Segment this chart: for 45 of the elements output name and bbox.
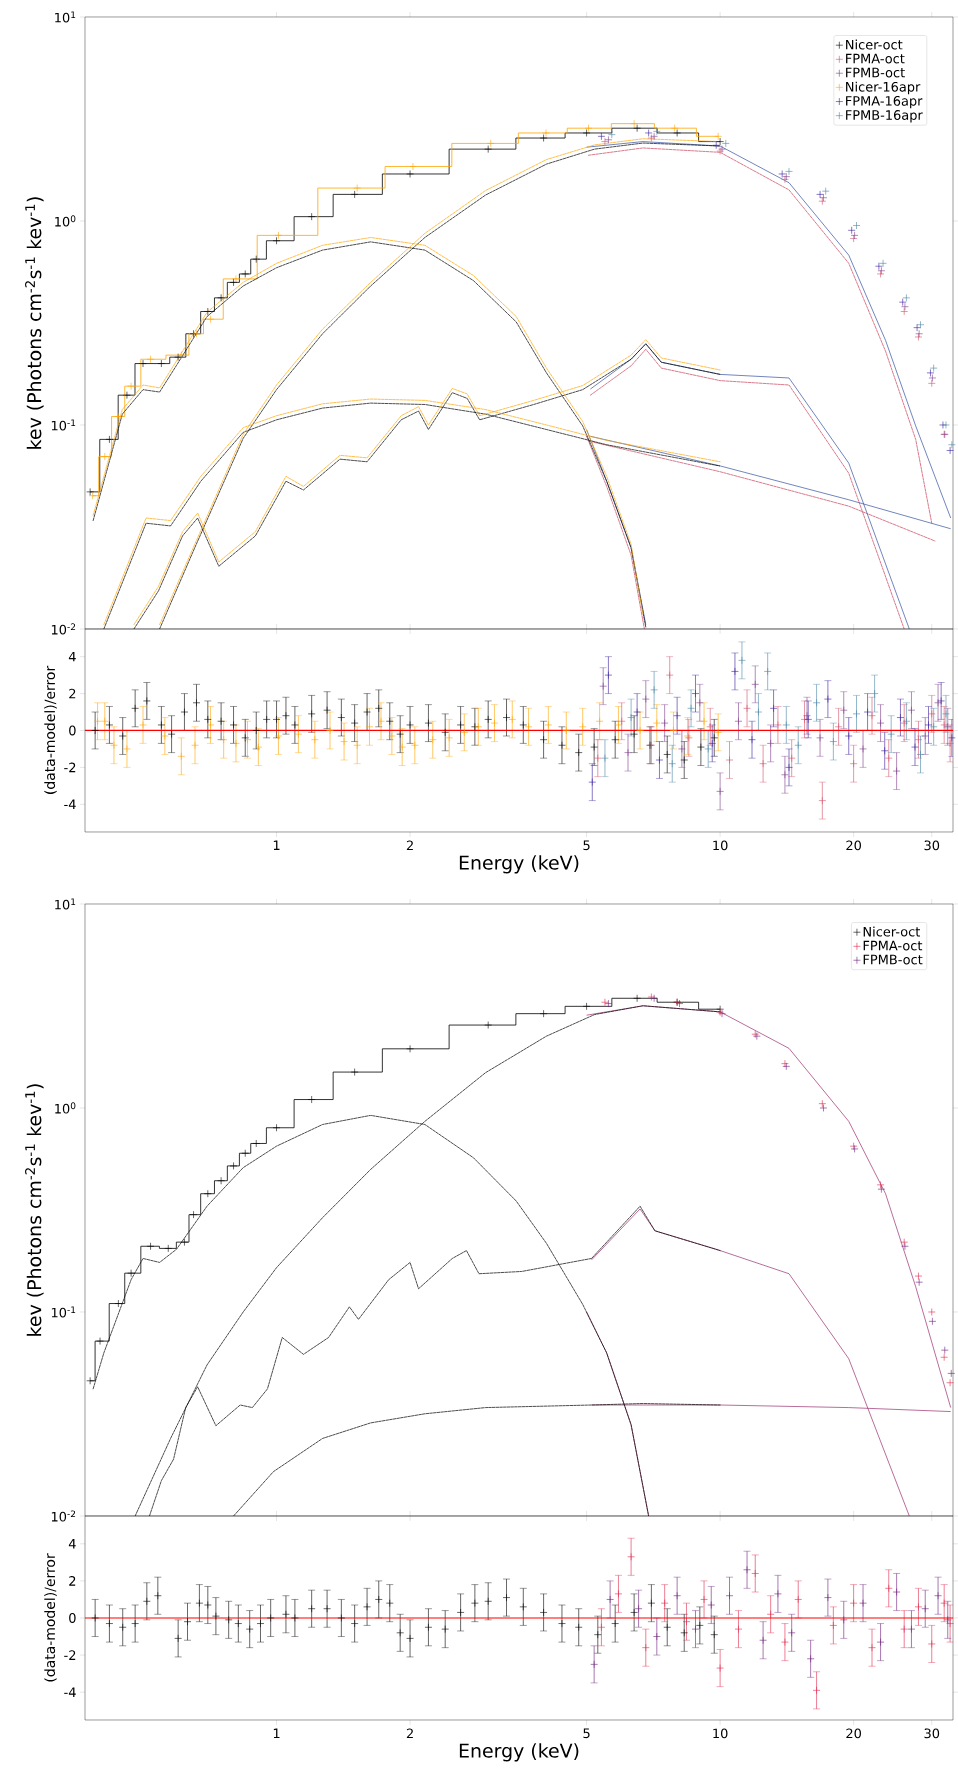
x-tick-label: 30: [924, 840, 940, 851]
x-tick-label: 2: [406, 1728, 413, 1739]
y-tick-label: 10$^{-1}$: [51, 1306, 76, 1318]
x-tick-label: 20: [846, 1728, 861, 1739]
y-tick-label: 2: [69, 1576, 76, 1586]
x-tick-label: 5: [583, 1728, 590, 1739]
y-tick-label: -2: [64, 1650, 76, 1660]
y-tick-label: 10$^{-2}$: [51, 1510, 76, 1522]
legend-label: FPMA-oct: [863, 940, 923, 951]
y-tick-label: -4: [64, 799, 76, 810]
legend-label: Nicer-oct: [863, 926, 920, 937]
x-tick-label: 5: [583, 840, 590, 851]
x-tick-label: 1: [273, 840, 280, 850]
y-tick-label: 10$^{1}$: [55, 11, 76, 23]
y-axis-title: (data-model)/error: [44, 665, 57, 794]
y-tick-label: 2: [69, 688, 76, 699]
y-axis-title: kev (Photons cm$^{-2}$s$^{-1}$ kev$^{-1}$): [25, 197, 44, 449]
x-tick-label: 30: [924, 1728, 940, 1739]
y-tick-label: 4: [68, 1539, 76, 1549]
y-tick-label: 10$^{0}$: [55, 215, 76, 227]
x-tick-label: 2: [406, 840, 413, 851]
legend-label: Nicer-16apr: [846, 81, 921, 95]
legend-label: FPMA-oct: [846, 53, 905, 64]
legend-label: FPMB-oct: [846, 67, 905, 78]
legend-label: FPMB-oct: [863, 954, 923, 965]
legend-label: FPMB-16apr: [846, 110, 923, 123]
y-axis-title: (data-model)/error: [44, 1553, 57, 1682]
y-tick-label: 0: [69, 725, 76, 736]
x-axis-title: Energy (keV): [459, 1743, 579, 1762]
y-tick-label: -4: [64, 1687, 76, 1697]
y-tick-label: -2: [64, 762, 76, 773]
y-tick-label: 10$^{-2}$: [51, 623, 76, 635]
x-tick-label: 10: [713, 1728, 728, 1739]
y-tick-label: 0: [69, 1613, 76, 1623]
y-tick-label: 10$^{0}$: [55, 1102, 76, 1114]
legend-label: FPMA-16apr: [846, 96, 923, 109]
x-axis-title: Energy (keV): [459, 855, 579, 874]
y-tick-label: 4: [68, 651, 76, 662]
legend-label: Nicer-oct: [846, 39, 903, 50]
y-tick-label: 10$^{-1}$: [51, 419, 76, 431]
y-tick-label: 10$^{1}$: [55, 898, 76, 910]
y-axis-title: kev (Photons cm$^{-2}$s$^{-1}$ kev$^{-1}$): [25, 1084, 44, 1336]
x-tick-label: 10: [713, 840, 728, 851]
x-tick-label: 20: [846, 840, 861, 851]
x-tick-label: 1: [273, 1728, 280, 1738]
